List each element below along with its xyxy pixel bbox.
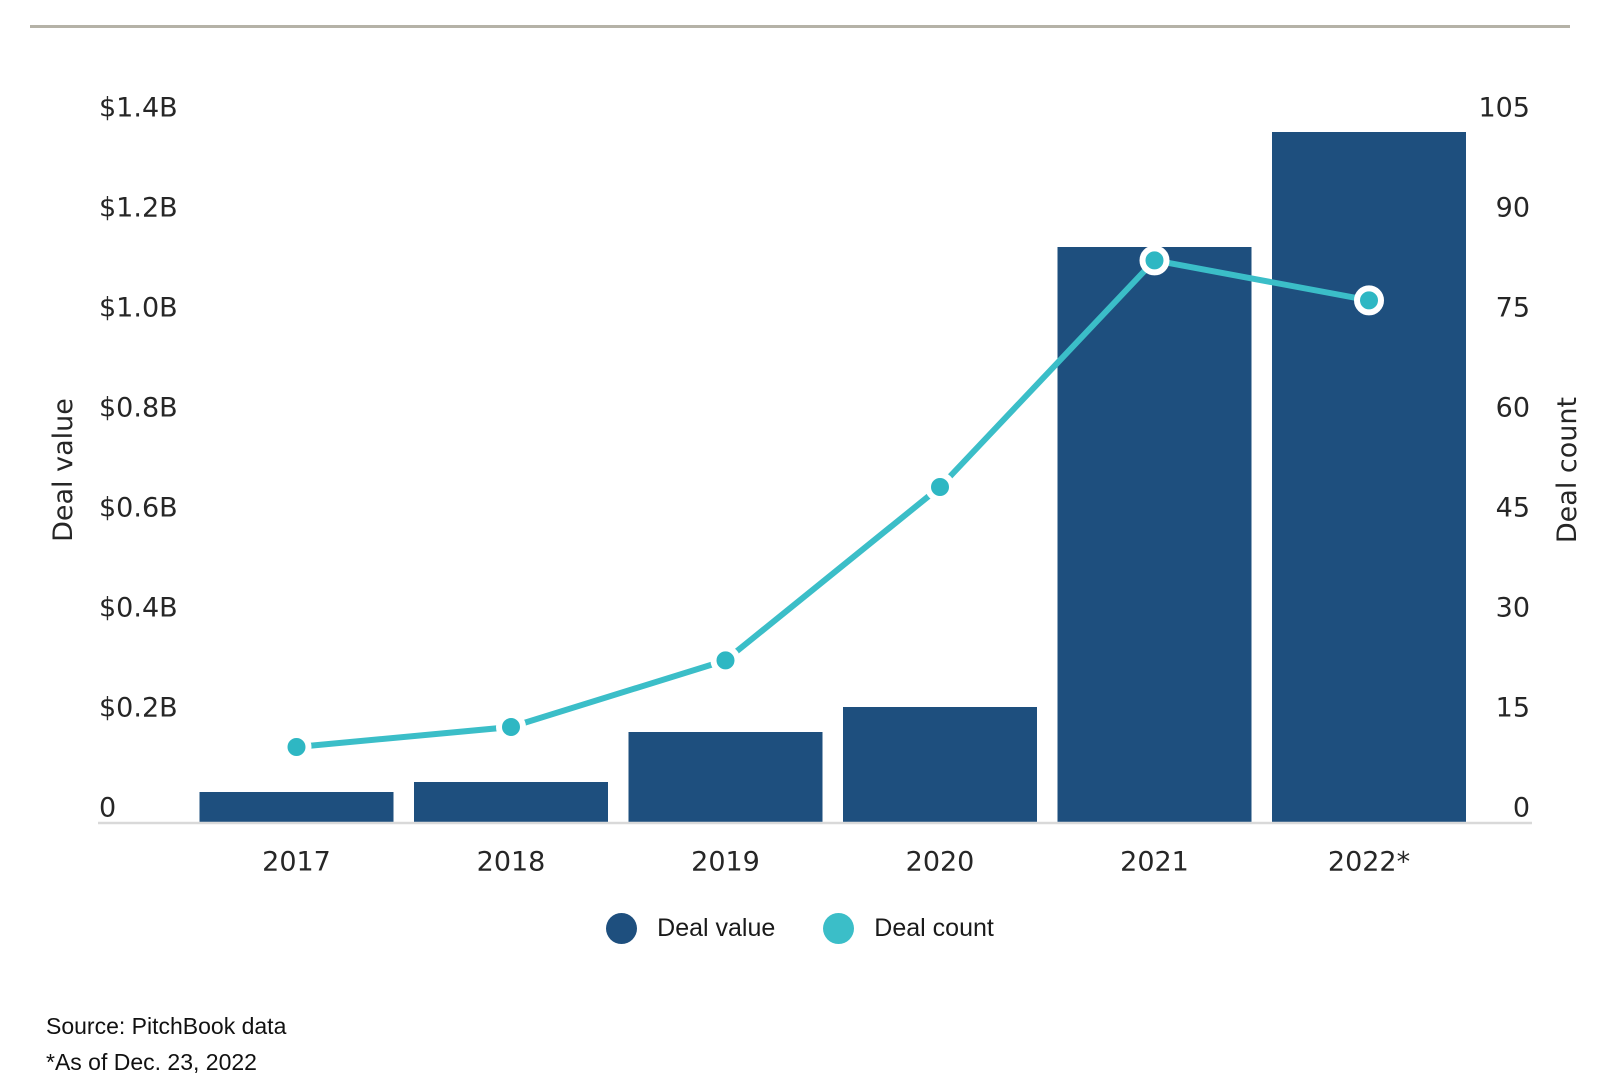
top-divider-rule [30, 25, 1570, 28]
right-tick-label: 90 [1496, 192, 1530, 223]
right-tick-label: 105 [1478, 92, 1530, 123]
left-axis-ticks: $1.4B $1.2B $1.0B $0.8B $0.6B $0.4B $0.2B 0 [99, 92, 178, 823]
left-tick-label: $1.2B [99, 192, 178, 223]
legend-label-deal-count: Deal count [874, 914, 994, 942]
legend-item-deal-count: Deal count [823, 913, 994, 944]
deal-count-point-2018 [496, 712, 526, 742]
asof-line: *As of Dec. 23, 2022 [46, 1049, 257, 1075]
x-tick-label-2020: 2020 [906, 846, 975, 877]
x-tick-label-2018: 2018 [477, 846, 546, 877]
left-tick-label: $0.8B [99, 392, 178, 423]
deal-count-line [293, 257, 1372, 750]
chart-legend: Deal value Deal count [0, 913, 1600, 944]
right-tick-label: 75 [1496, 292, 1530, 323]
chart-canvas: $1.4B $1.2B $1.0B $0.8B $0.6B $0.4B $0.2B 0 105… [48, 92, 1583, 877]
source-note: Source: PitchBook data *As of Dec. 23, 2… [46, 1008, 286, 1080]
bar-2022 [1272, 132, 1466, 823]
x-axis-ticks: 2017 2018 2019 2020 2021 2022* [262, 846, 1410, 877]
deal-count-legend-swatch-icon [823, 913, 855, 944]
x-tick-label-2017: 2017 [262, 846, 331, 877]
left-tick-label: $1.4B [99, 92, 178, 123]
deal-value-legend-swatch-icon [606, 913, 638, 944]
left-tick-label: $0.4B [99, 592, 178, 623]
deal-count-point-2020 [925, 472, 955, 502]
x-tick-label-2021: 2021 [1120, 846, 1189, 877]
right-tick-label: 15 [1496, 692, 1530, 723]
legend-label-deal-value: Deal value [657, 914, 776, 942]
bar-2020 [843, 707, 1037, 823]
right-tick-label: 60 [1496, 392, 1530, 423]
source-line: Source: PitchBook data [46, 1013, 287, 1039]
x-tick-label-2022: 2022* [1328, 846, 1410, 877]
legend-item-deal-value: Deal value [606, 913, 775, 944]
right-tick-label: 0 [1513, 792, 1530, 823]
x-tick-label-2019: 2019 [691, 846, 760, 877]
bar-2021 [1057, 247, 1252, 823]
right-tick-label: 45 [1496, 492, 1530, 523]
right-axis-ticks: 105 90 75 60 45 30 15 0 [1478, 92, 1530, 823]
left-tick-label: $0.2B [99, 692, 178, 723]
bar-2019 [628, 732, 823, 823]
bar-2018 [414, 782, 608, 823]
bars-group [199, 132, 1466, 823]
deal-count-point-2021 [1139, 245, 1170, 276]
right-tick-label: 30 [1496, 592, 1530, 623]
line-series-group [281, 245, 1384, 762]
left-tick-label: $0.6B [99, 492, 178, 523]
right-axis-title: Deal count [1552, 397, 1583, 543]
left-tick-label: 0 [99, 792, 116, 823]
bar-2017 [199, 792, 394, 823]
deal-count-point-2022 [1354, 285, 1384, 316]
left-tick-label: $1.0B [99, 292, 178, 323]
left-axis-title: Deal value [48, 398, 79, 542]
deal-count-point-2019 [710, 645, 741, 676]
deal-count-point-2017 [281, 732, 312, 762]
